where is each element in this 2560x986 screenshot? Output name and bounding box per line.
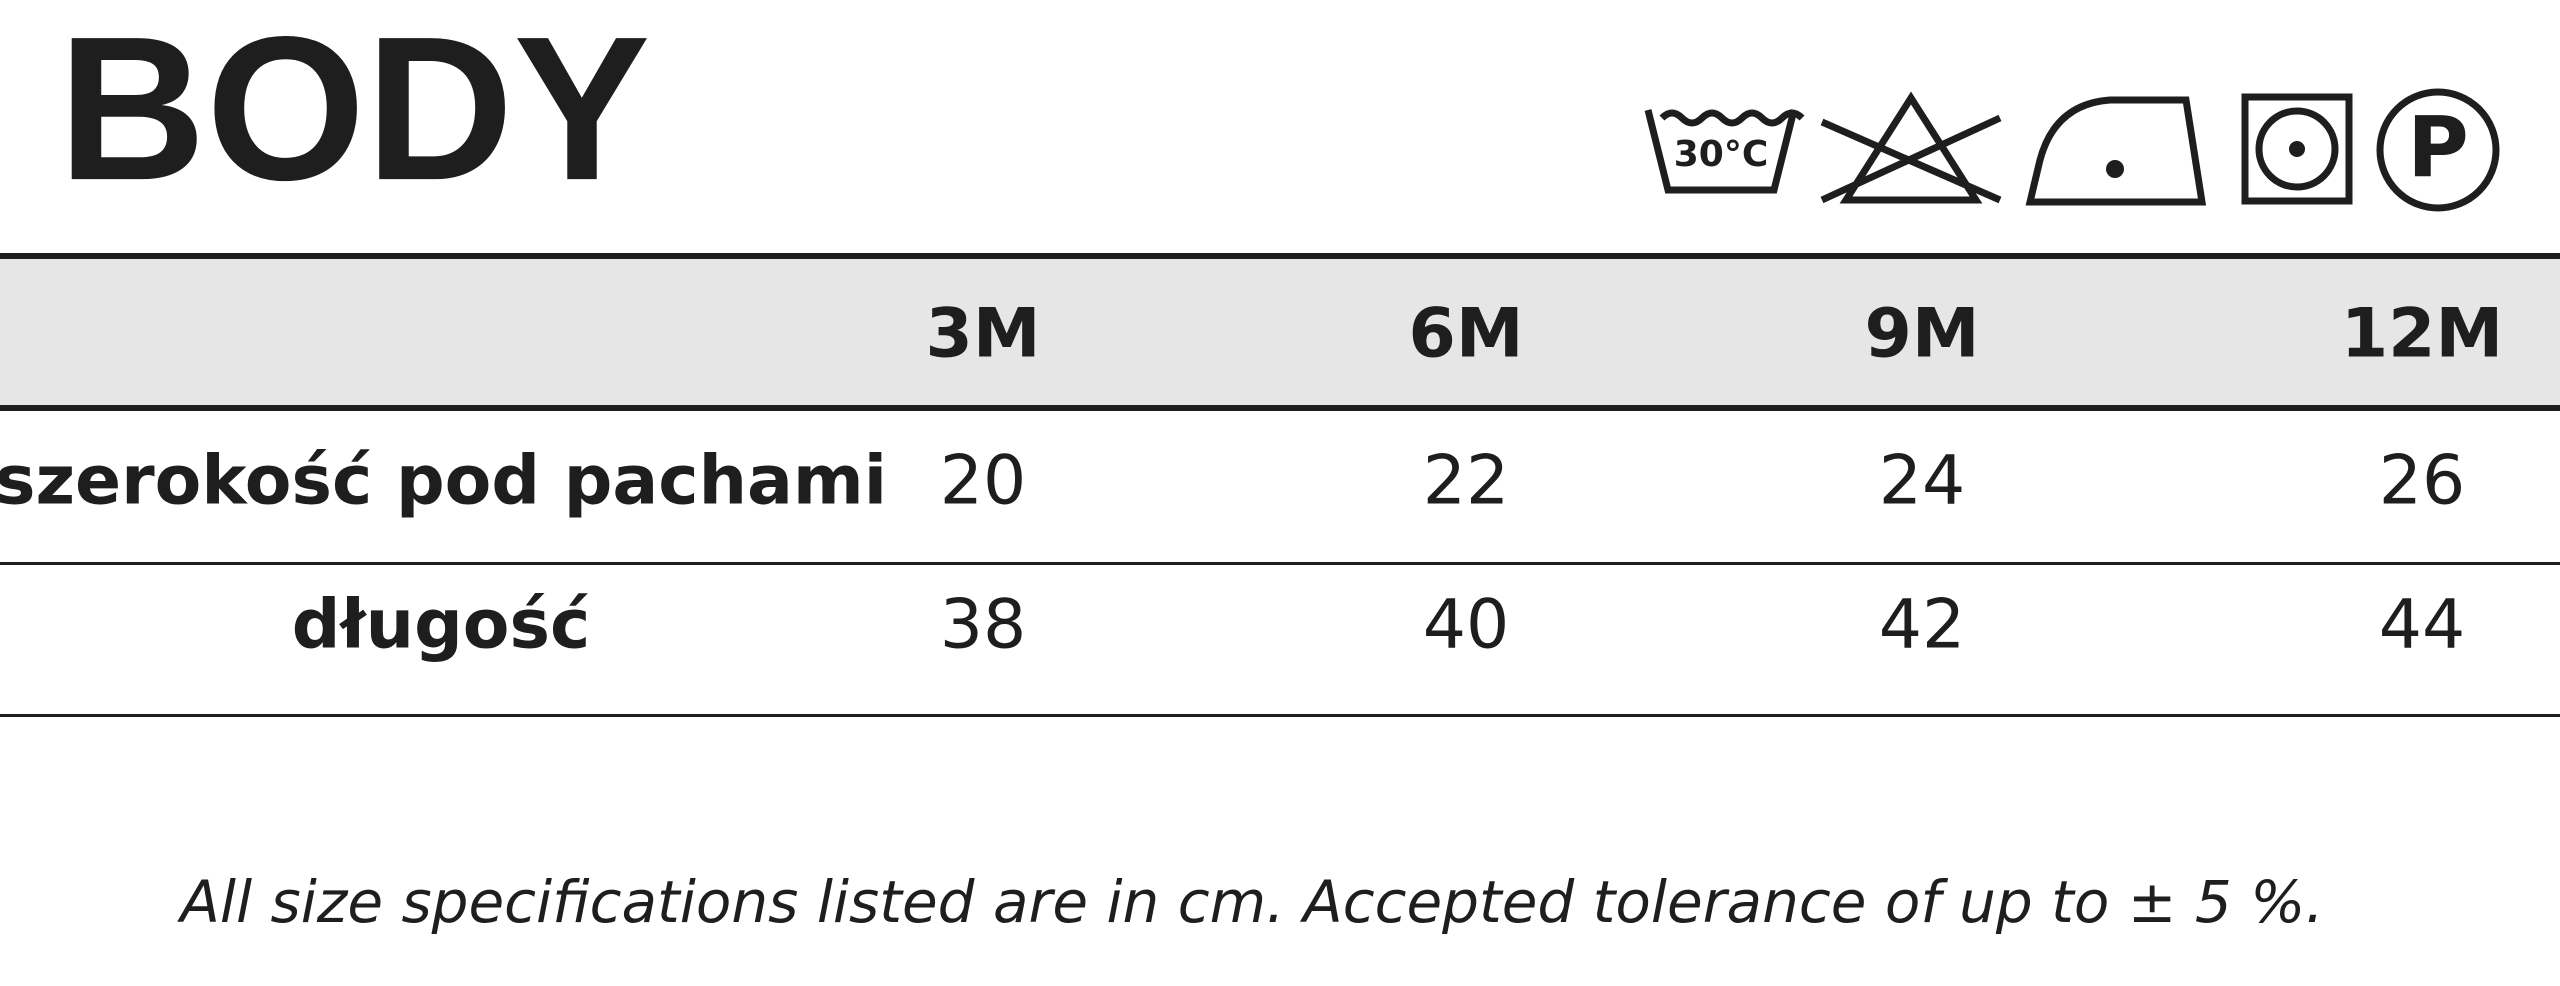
top-rule — [0, 253, 2560, 259]
cell-value: 24 — [1879, 442, 1966, 521]
header-band — [0, 256, 2560, 408]
cell-value: 20 — [940, 442, 1027, 521]
dry-clean-icon — [2376, 88, 2500, 212]
care-icons: 30°C P — [1644, 88, 2500, 212]
column-header: 9M — [1865, 295, 1980, 374]
cell-value: 44 — [2379, 586, 2466, 665]
wash-temperature: 30°C — [1674, 134, 1769, 175]
dryer-icon — [2241, 93, 2353, 205]
row-label: szerokość pod pachami — [0, 442, 887, 521]
wash-water — [1659, 109, 1805, 127]
cell-value: 26 — [2379, 442, 2466, 521]
bottom-rule — [0, 714, 2560, 717]
column-header: 6M — [1409, 295, 1524, 374]
title: BODY — [58, 0, 650, 223]
footnote: All size specifications listed are in cm… — [176, 868, 2324, 936]
wash-icon — [1644, 109, 1798, 194]
dry-clean-letter: P — [2407, 98, 2469, 196]
cell-value: 40 — [1423, 586, 1510, 665]
column-header: 12M — [2341, 295, 2503, 374]
iron-icon — [2025, 96, 2207, 206]
dryer-circle — [2255, 107, 2339, 191]
iron-dot — [2106, 160, 2124, 178]
cell-value: 42 — [1879, 586, 1966, 665]
header-rule — [0, 405, 2560, 411]
cell-value: 38 — [940, 586, 1027, 665]
row-label: długość — [292, 586, 591, 665]
no-bleach-icon — [1820, 91, 2002, 204]
dryer-dot — [2289, 141, 2305, 157]
table: 3M 6M 9M 12M szerokość pod pachami 20 22 24 26 dł… — [0, 295, 2503, 665]
column-header: 3M — [926, 295, 1041, 374]
cell-value: 22 — [1423, 442, 1510, 521]
row-rule — [0, 562, 2560, 565]
